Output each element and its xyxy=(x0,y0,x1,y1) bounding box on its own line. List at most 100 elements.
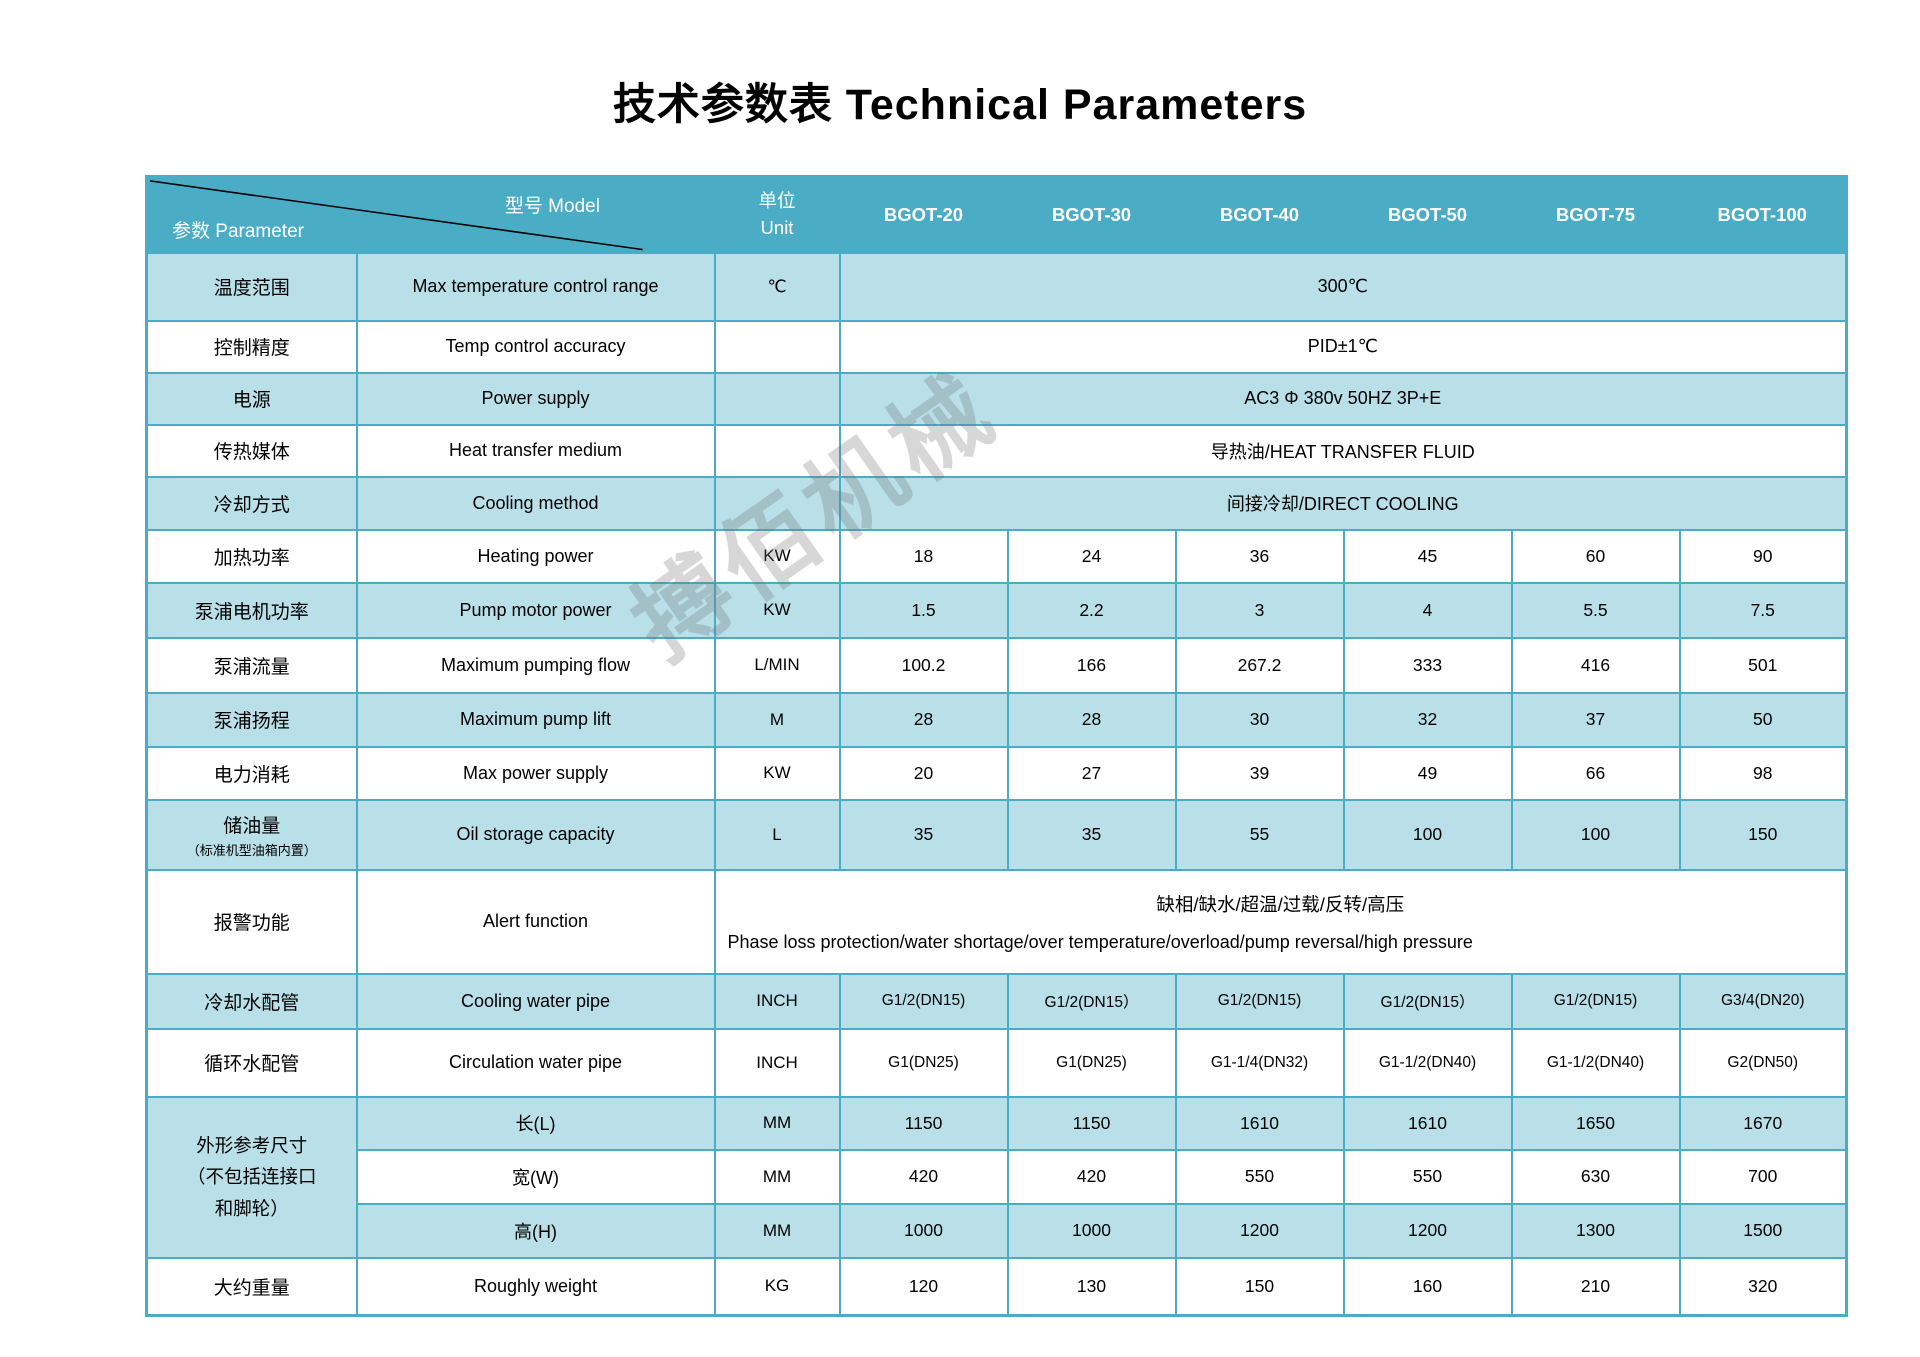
value-cell: 3 xyxy=(1174,581,1345,639)
model-header-bgot-50: BGOT-50 xyxy=(1343,176,1512,253)
value-cell: 2.2 xyxy=(1006,581,1177,639)
unit-cell: KW xyxy=(713,581,841,639)
value-cell: 267.2 xyxy=(1174,636,1345,694)
dimension-group-label-cell: 外形参考尺寸 （不包括连接口 和脚轮） xyxy=(145,1095,358,1259)
value-cell: 100.2 xyxy=(838,636,1009,694)
param-name-zh-cell: 电力消耗 xyxy=(145,745,358,801)
dimension-sublabel-cell: 高(H) xyxy=(355,1202,716,1259)
param-name-zh-cell: 泵浦扬程 xyxy=(145,691,358,748)
table-body: 温度范围 Max temperature control range ℃ 300℃ 控制… xyxy=(145,251,1848,1317)
value-cell: 24 xyxy=(1006,528,1177,584)
unit-cell xyxy=(713,475,841,531)
unit-cell: INCH xyxy=(713,1027,841,1098)
param-name-en-cell: Pump motor power xyxy=(355,581,716,639)
value-cell: 36 xyxy=(1174,528,1345,584)
table-row: 加热功率 Heating power KW 18 24 36 45 60 90 xyxy=(145,528,1848,584)
param-name-en-cell: Max temperature control range xyxy=(355,251,716,322)
value-cell: 320 xyxy=(1678,1256,1848,1317)
param-name-en-cell: Maximum pumping flow xyxy=(355,636,716,694)
param-name-zh-cell: 泵浦流量 xyxy=(145,636,358,694)
value-cell: 420 xyxy=(1006,1148,1177,1205)
value-cell: G1-1/2(DN40) xyxy=(1510,1027,1681,1098)
value-cell: 1.5 xyxy=(838,581,1009,639)
value-cell: 28 xyxy=(838,691,1009,748)
value-cell: 35 xyxy=(838,798,1009,871)
value-cell: 28 xyxy=(1006,691,1177,748)
param-name-en-cell: Heat transfer medium xyxy=(355,423,716,478)
value-cell: G1(DN25) xyxy=(1006,1027,1177,1098)
unit-cell: L xyxy=(713,798,841,871)
value-cell: 20 xyxy=(838,745,1009,801)
value-cell: 120 xyxy=(838,1256,1009,1317)
param-name-en-cell: Cooling water pipe xyxy=(355,972,716,1030)
table-row: 控制精度 Temp control accuracy PID±1℃ xyxy=(145,319,1848,374)
param-name-zh: 储油量 xyxy=(223,815,281,837)
value-cell: 39 xyxy=(1174,745,1345,801)
param-name-zh-cell: 大约重量 xyxy=(145,1256,358,1317)
value-cell: 66 xyxy=(1510,745,1681,801)
value-cell: G1/2(DN15) xyxy=(1174,972,1345,1030)
merged-value-cell: 300℃ xyxy=(838,251,1848,322)
merged-value-cell: 间接冷却/DIRECT COOLING xyxy=(838,475,1848,531)
corner-parameter-label: 参数 Parameter xyxy=(172,220,304,242)
value-cell: 30 xyxy=(1174,691,1345,748)
value-cell: 160 xyxy=(1342,1256,1513,1317)
value-cell: 55 xyxy=(1174,798,1345,871)
table-row: 循环水配管 Circulation water pipe INCH G1(DN25) G… xyxy=(145,1027,1848,1098)
alert-value-cell: 缺相/缺水/超温/过载/反转/高压 Phase loss protection/w… xyxy=(713,868,1848,975)
value-cell: 1000 xyxy=(838,1202,1009,1259)
value-cell: 60 xyxy=(1510,528,1681,584)
param-name-en-cell: Roughly weight xyxy=(355,1256,716,1317)
unit-cell: KG xyxy=(713,1256,841,1317)
table-row: 冷却方式 Cooling method 间接冷却/DIRECT COOLING xyxy=(145,475,1848,531)
value-cell: 5.5 xyxy=(1510,581,1681,639)
table-row: 高(H) MM 1000 1000 1200 1200 1300 1500 xyxy=(147,1202,1848,1259)
table-row: 传热媒体 Heat transfer medium 导热油/HEAT TRANSFE… xyxy=(145,423,1848,478)
value-cell: 7.5 xyxy=(1678,581,1848,639)
unit-cell xyxy=(713,423,841,478)
table-row: 泵浦流量 Maximum pumping flow L/MIN 100.2 166 267… xyxy=(145,636,1848,694)
table-row: 大约重量 Roughly weight KG 120 130 150 160 210 320 xyxy=(145,1256,1848,1317)
param-name-en-cell: Heating power xyxy=(355,528,716,584)
value-cell: 98 xyxy=(1678,745,1848,801)
value-cell: 100 xyxy=(1510,798,1681,871)
value-cell: G1/2(DN15) xyxy=(1510,972,1681,1030)
param-name-zh-cell: 冷却方式 xyxy=(145,475,358,531)
param-name-zh-cell: 储油量 （标准机型油箱内置） xyxy=(145,798,358,871)
table-row: 宽(W) MM 420 420 550 550 630 700 xyxy=(147,1148,1848,1205)
value-cell: 416 xyxy=(1510,636,1681,694)
model-header-bgot-40: BGOT-40 xyxy=(1175,176,1344,253)
table-row: 电源 Power supply AC3 Φ 380v 50HZ 3P+E xyxy=(145,371,1848,426)
table-row: 储油量 （标准机型油箱内置） Oil storage capacity L 35 35 55… xyxy=(145,798,1848,871)
table-row: 冷却水配管 Cooling water pipe INCH G1/2(DN15) G1/… xyxy=(145,972,1848,1030)
value-cell: 1670 xyxy=(1678,1095,1848,1151)
value-cell: 32 xyxy=(1342,691,1513,748)
value-cell: 550 xyxy=(1174,1148,1345,1205)
alert-text-zh: 缺相/缺水/超温/过载/反转/高压 xyxy=(1156,893,1405,915)
merged-value-cell: 导热油/HEAT TRANSFER FLUID xyxy=(838,423,1848,478)
value-cell: 27 xyxy=(1006,745,1177,801)
value-cell: 1500 xyxy=(1678,1202,1848,1259)
unit-header-en: Unit xyxy=(760,216,794,238)
param-name-en-cell: Max power supply xyxy=(355,745,716,801)
param-name-zh-cell: 冷却水配管 xyxy=(145,972,358,1030)
param-name-en-cell: Cooling method xyxy=(355,475,716,531)
value-cell: 1000 xyxy=(1006,1202,1177,1259)
table-row: 报警功能 Alert function 缺相/缺水/超温/过载/反转/高压 Phase… xyxy=(145,868,1848,975)
unit-cell: KW xyxy=(713,528,841,584)
diagonal-line xyxy=(149,180,643,251)
param-name-en-cell: Power supply xyxy=(355,371,716,426)
param-name-zh-cell: 泵浦电机功率 xyxy=(145,581,358,639)
unit-cell: MM xyxy=(713,1095,841,1151)
value-cell: G1/2(DN15） xyxy=(1342,972,1513,1030)
value-cell: 150 xyxy=(1678,798,1848,871)
value-cell: 420 xyxy=(838,1148,1009,1205)
param-name-zh-cell: 报警功能 xyxy=(145,868,358,975)
value-cell: G1-1/2(DN40) xyxy=(1342,1027,1513,1098)
unit-cell xyxy=(713,319,841,374)
corner-cell: 型号 Model 参数 Parameter xyxy=(146,176,715,253)
page-title: 技术参数表 Technical Parameters xyxy=(612,81,1308,129)
value-cell: G3/4(DN20) xyxy=(1678,972,1848,1030)
value-cell: 37 xyxy=(1510,691,1681,748)
